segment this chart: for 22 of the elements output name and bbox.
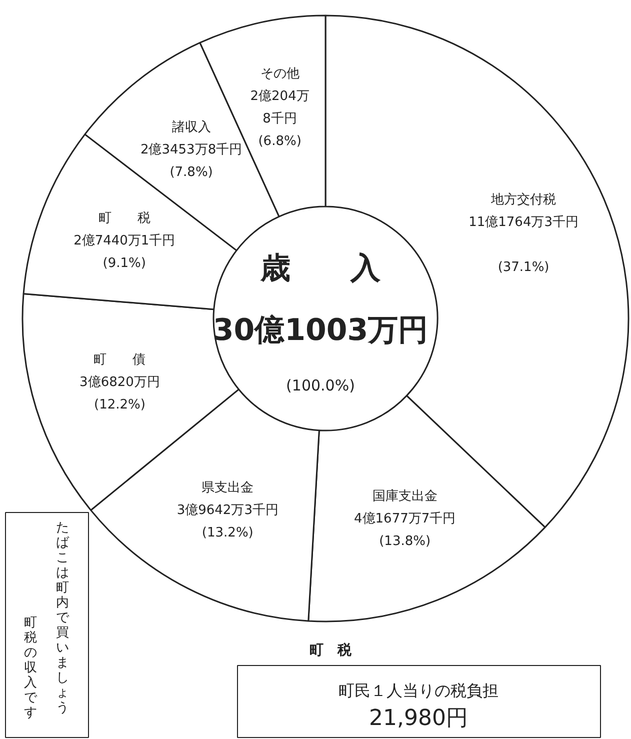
- text: 町 税: [310, 642, 352, 658]
- data-label: 2億7440万1千円 (9.1%): [74, 234, 176, 272]
- data-label: 2億204万 8千円 (6.8%): [250, 89, 310, 150]
- slice-label: 町 債: [94, 352, 146, 368]
- text: 歳 入: [260, 251, 382, 286]
- data-label: 4億1677万7千円 (13.8%): [354, 511, 456, 549]
- text: 町民１人当りの税負担: [338, 681, 498, 700]
- slice-label: その他: [260, 66, 300, 82]
- slice-label: 県支出金: [202, 480, 254, 496]
- text: 11億1764万3千円 (37.1%): [468, 214, 578, 275]
- slice-label: 地方交付税: [490, 191, 556, 208]
- slice-label: 町 税: [98, 211, 150, 226]
- text: たばこは町内で買いましょう: [56, 520, 69, 716]
- text: (100.0%): [286, 376, 355, 394]
- slice-label: 国庫支出金: [372, 488, 438, 504]
- text: 30億1003万円: [212, 313, 428, 348]
- slice-label: 諸収入: [172, 120, 211, 135]
- text: 21,980円: [369, 706, 468, 731]
- data-label: 2億3453万8千円 (7.8%): [140, 142, 242, 180]
- data-label: 3億9642万3千円 (13.2%): [176, 503, 278, 541]
- text: 町税の収入です: [24, 616, 38, 720]
- data-label: 3億6820万円 (12.2%): [80, 375, 160, 413]
